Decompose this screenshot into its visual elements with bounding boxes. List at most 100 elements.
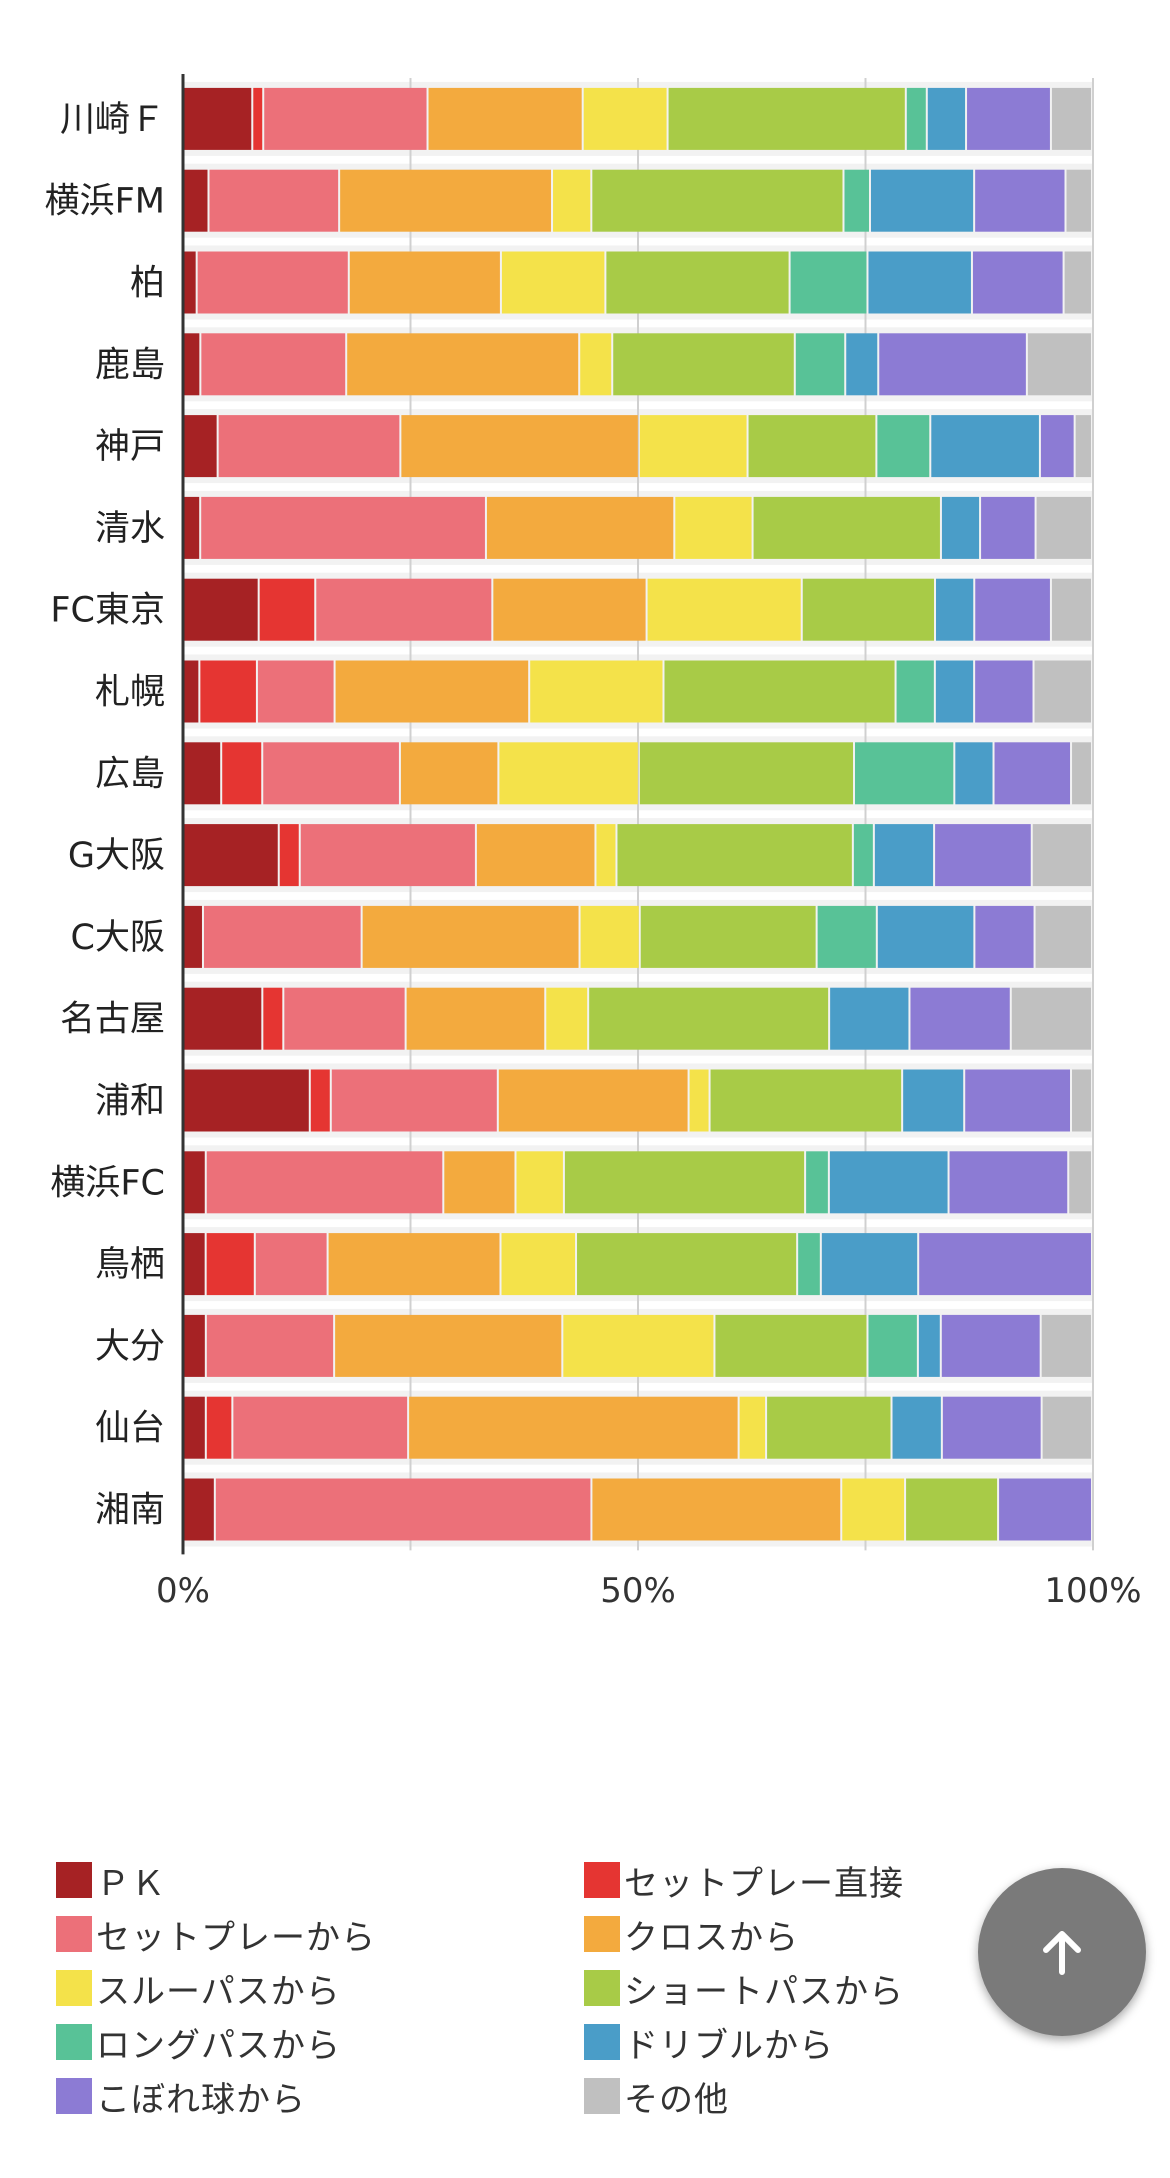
bar-segment	[400, 742, 498, 805]
bar-segment	[941, 1314, 1040, 1377]
bar-segment	[564, 1151, 805, 1214]
bar-segment	[853, 824, 873, 887]
category-label: 仙台	[95, 1409, 165, 1449]
bar-segment	[874, 824, 934, 887]
bar-segment	[255, 1233, 327, 1296]
bar-segment	[1027, 333, 1091, 396]
bar-segment	[201, 496, 485, 559]
category-label: 神戸	[95, 427, 165, 467]
bar-segment	[263, 742, 399, 805]
bar-segment	[209, 169, 339, 232]
bar-segment	[855, 742, 954, 805]
bar-segment	[870, 169, 974, 232]
bar-segment	[739, 1396, 766, 1459]
bar-segment	[183, 1233, 205, 1296]
bar-segment	[183, 660, 199, 723]
bar-segment	[903, 1069, 964, 1132]
x-tick-label: 50%	[600, 1571, 676, 1611]
bar-segment	[206, 1396, 232, 1459]
bar-segment	[264, 87, 427, 150]
category-label: 柏	[130, 264, 165, 304]
legend-swatch	[56, 1970, 92, 2006]
legend-swatch	[56, 2078, 92, 2114]
bar-segment	[806, 1151, 828, 1214]
bar-segment	[715, 1314, 867, 1377]
bar-segment	[981, 496, 1035, 559]
bar-segment	[583, 87, 667, 150]
bar-segment	[1011, 987, 1091, 1050]
bar-segment	[817, 905, 876, 968]
bar-segment	[918, 1314, 940, 1377]
category-label: 札幌	[95, 673, 165, 713]
bar-segment	[331, 1069, 497, 1132]
bar-segment	[1075, 415, 1091, 478]
bar-segment	[476, 824, 595, 887]
scroll-to-top-button[interactable]	[978, 1868, 1146, 2036]
bar-segment	[516, 1151, 563, 1214]
bar-segment	[263, 987, 283, 1050]
bar-segment	[910, 987, 1010, 1050]
bar-segment	[829, 1151, 948, 1214]
bar-segment	[955, 742, 993, 805]
bar-segment	[335, 660, 529, 723]
bar-segment	[183, 496, 200, 559]
bar-segment	[201, 333, 346, 396]
bar-segment	[1051, 87, 1091, 150]
bar-segment	[1041, 1314, 1091, 1377]
bar-segment	[748, 415, 876, 478]
bar-segment	[790, 251, 867, 314]
bar-segment	[617, 824, 852, 887]
bar-segment	[668, 87, 905, 150]
legend-label: スルーパスから	[96, 1971, 341, 2012]
bar-segment	[580, 333, 612, 396]
legend-swatch	[56, 1916, 92, 1952]
bar-segment	[183, 333, 200, 396]
bar-segment	[183, 87, 252, 150]
x-tick-labels: 0% 50% 100%	[156, 1571, 1142, 1611]
legend-label: その他	[624, 2079, 729, 2120]
bar-segment	[798, 1233, 820, 1296]
bar-segment	[493, 578, 646, 641]
bar-segment	[183, 1151, 205, 1214]
bar-segment	[906, 1478, 998, 1541]
bar-segment	[183, 169, 208, 232]
bar-segment	[335, 1314, 562, 1377]
bar-segment	[931, 415, 1039, 478]
bar-segment	[580, 905, 639, 968]
category-label: 横浜FC	[50, 1163, 165, 1203]
bar-segment	[349, 251, 500, 314]
bar-segment	[795, 333, 845, 396]
legend-item: スルーパスから	[56, 1968, 341, 2012]
bar-segment	[206, 1233, 254, 1296]
bar-segment	[830, 987, 909, 1050]
bar-segment	[1069, 1151, 1091, 1214]
bar-segment	[222, 742, 262, 805]
bar-segment	[183, 578, 258, 641]
bar-segment	[868, 251, 971, 314]
bar-segment	[942, 1396, 1041, 1459]
bar-segment	[844, 169, 869, 232]
bar-segment	[553, 169, 591, 232]
category-label: 鹿島	[95, 345, 165, 385]
category-label: 清水	[95, 509, 165, 549]
legend-item: こぼれ球から	[56, 2076, 306, 2120]
legend-item: ショートパスから	[584, 1968, 904, 2012]
bar-segment	[1072, 1069, 1091, 1132]
bar-segment	[401, 415, 638, 478]
bar-segment	[183, 824, 278, 887]
bar-segment	[183, 905, 202, 968]
bar-segment	[279, 824, 299, 887]
category-label: 名古屋	[60, 1000, 165, 1040]
legend-swatch	[584, 2024, 620, 2060]
bar-segment	[300, 824, 475, 887]
bar-segment	[689, 1069, 709, 1132]
legend-label: ＰＫ	[96, 1863, 166, 1904]
bar-segment	[215, 1478, 591, 1541]
bar-segment	[877, 415, 930, 478]
legend-item: クロスから	[584, 1914, 799, 1958]
bar-segment	[965, 1069, 1071, 1132]
bar-segment	[1040, 415, 1074, 478]
bars	[183, 87, 1091, 1541]
bar-segment	[233, 1396, 408, 1459]
bar-segment	[842, 1478, 905, 1541]
